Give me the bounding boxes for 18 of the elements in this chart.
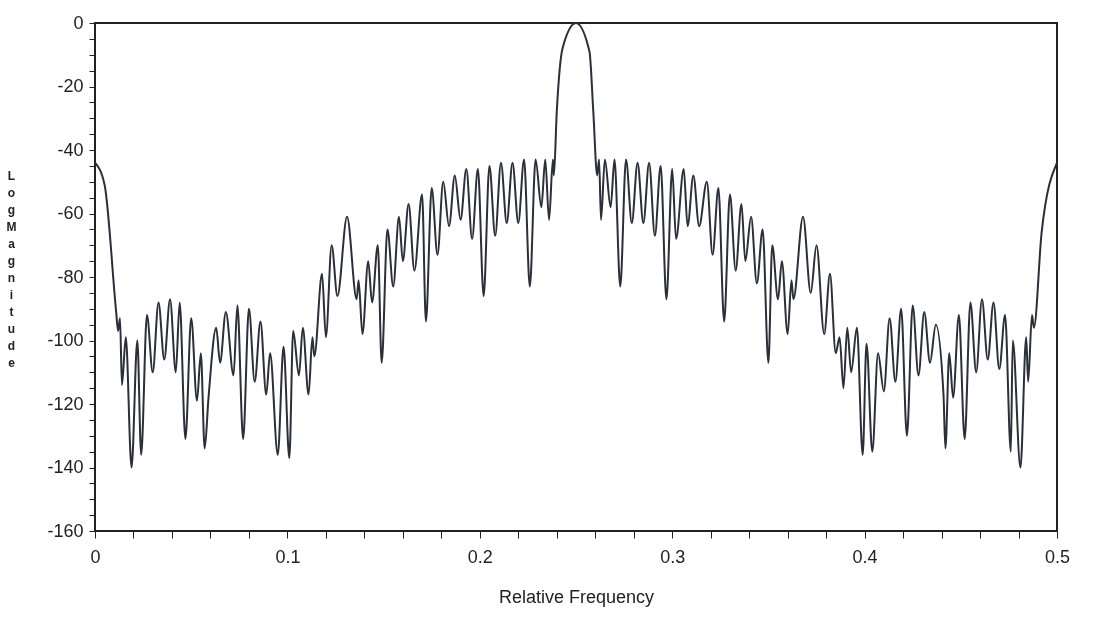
x-tick-label: 0.5 <box>1044 546 1071 567</box>
y-tick-label: -20 <box>57 76 84 96</box>
x-axis-title: Relative Frequency <box>498 586 655 607</box>
line-series <box>95 23 1057 469</box>
y-tick-label: -160 <box>47 520 84 541</box>
y-tick-label: -80 <box>57 266 84 287</box>
x-tick-label: 0.2 <box>467 546 493 567</box>
x-tick-label: 0.3 <box>660 546 686 567</box>
x-tick-label: 0.4 <box>852 546 878 567</box>
x-tick-label: 0.1 <box>275 546 301 567</box>
y-tick-label: -120 <box>47 393 84 414</box>
y-tick-label: 0 <box>73 12 84 33</box>
y-tick-label: -40 <box>57 139 84 160</box>
text: Log Magnitude <box>6 168 17 370</box>
y-tick-label: -100 <box>47 330 84 350</box>
y-tick-label: -60 <box>57 203 84 223</box>
x-tick-label: 0 <box>90 546 101 567</box>
y-tick-label: -140 <box>47 457 84 477</box>
